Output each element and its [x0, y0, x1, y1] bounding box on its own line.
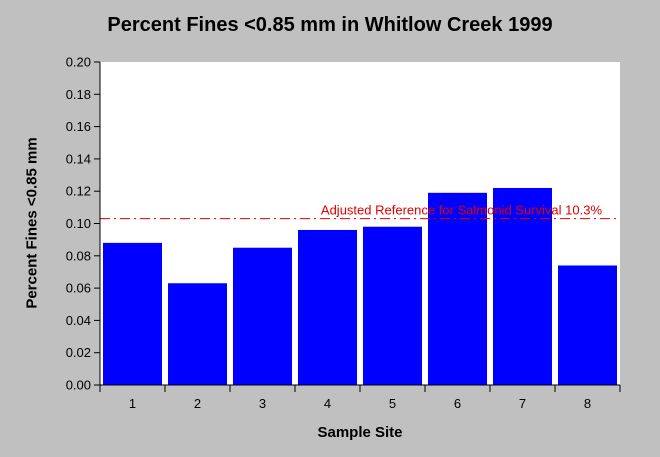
- bar-site-4: [298, 229, 357, 385]
- bar-site-8: [558, 265, 617, 385]
- y-tick-label: 0.02: [66, 345, 91, 360]
- x-axis-label: Sample Site: [317, 424, 403, 441]
- y-tick-label: 0.18: [66, 87, 91, 102]
- chart-title: Percent Fines <0.85 mm in Whitlow Creek …: [107, 14, 553, 36]
- bars-group: [103, 187, 617, 385]
- x-tick-label: 7: [519, 396, 526, 411]
- bar-site-7: [493, 187, 552, 385]
- x-tick-label: 2: [194, 396, 201, 411]
- reference-line-group: Adjusted Reference for Salmonid Survival…: [100, 203, 620, 220]
- y-tick-label: 0.08: [66, 248, 91, 263]
- bar-site-3: [233, 247, 292, 385]
- y-tick-label: 0.04: [66, 313, 91, 328]
- x-tick-label: 8: [584, 396, 591, 411]
- bar-site-6: [428, 192, 487, 385]
- y-tick-label: 0.12: [66, 184, 91, 199]
- bar-site-1: [103, 242, 162, 385]
- axes-group: 0.00 0.02 0.04 0.06 0.08 0.10 0.12 0.14 0.16 0.18…: [66, 55, 621, 411]
- y-tick-label: 0.06: [66, 281, 91, 296]
- bar-site-2: [168, 283, 227, 385]
- y-tick-label: 0.10: [66, 216, 91, 231]
- x-tick-label: 5: [389, 396, 396, 411]
- y-tick-label: 0.14: [66, 151, 91, 166]
- x-tick-label: 4: [324, 396, 331, 411]
- y-tick-label: 0.20: [66, 55, 91, 70]
- y-tick-label: 0.16: [66, 119, 91, 134]
- y-tick-label: 0.00: [66, 378, 91, 393]
- reference-line-label: Adjusted Reference for Salmonid Survival…: [321, 203, 603, 218]
- x-tick-label: 1: [129, 396, 136, 411]
- bar-site-5: [363, 226, 422, 385]
- x-tick-label: 6: [454, 396, 461, 411]
- x-tick-label: 3: [259, 396, 266, 411]
